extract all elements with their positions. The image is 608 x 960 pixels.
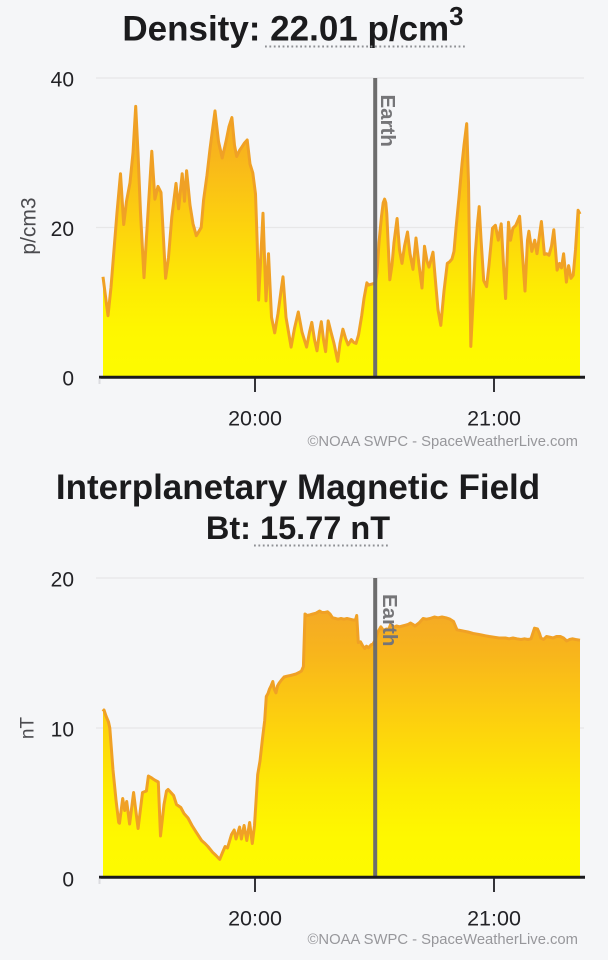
- svg-text:Earth: Earth: [376, 95, 399, 147]
- svg-text:10: 10: [51, 719, 74, 742]
- svg-text:20:00: 20:00: [228, 407, 282, 431]
- svg-text:20:00: 20:00: [228, 907, 282, 931]
- svg-text:20: 20: [51, 569, 74, 592]
- svg-text:0: 0: [62, 368, 74, 391]
- svg-text:©NOAA SWPC - SpaceWeatherLive.: ©NOAA SWPC - SpaceWeatherLive.com: [308, 434, 579, 450]
- svg-text:©NOAA SWPC - SpaceWeatherLive.: ©NOAA SWPC - SpaceWeatherLive.com: [308, 932, 579, 948]
- svg-text:Earth: Earth: [378, 594, 401, 646]
- svg-text:40: 40: [51, 69, 74, 92]
- svg-text:Bt: 15.77 nT: Bt: 15.77 nT: [206, 510, 390, 546]
- svg-text:p/cm3: p/cm3: [18, 197, 41, 254]
- svg-text:Interplanetary Magnetic Field: Interplanetary Magnetic Field: [56, 468, 540, 507]
- svg-text:21:00: 21:00: [467, 407, 521, 431]
- svg-text:Density: 22.01 p/cm3: Density: 22.01 p/cm3: [122, 1, 463, 48]
- svg-text:21:00: 21:00: [467, 907, 521, 931]
- svg-text:20: 20: [51, 218, 74, 241]
- svg-text:nT: nT: [18, 717, 39, 740]
- svg-text:0: 0: [62, 869, 74, 892]
